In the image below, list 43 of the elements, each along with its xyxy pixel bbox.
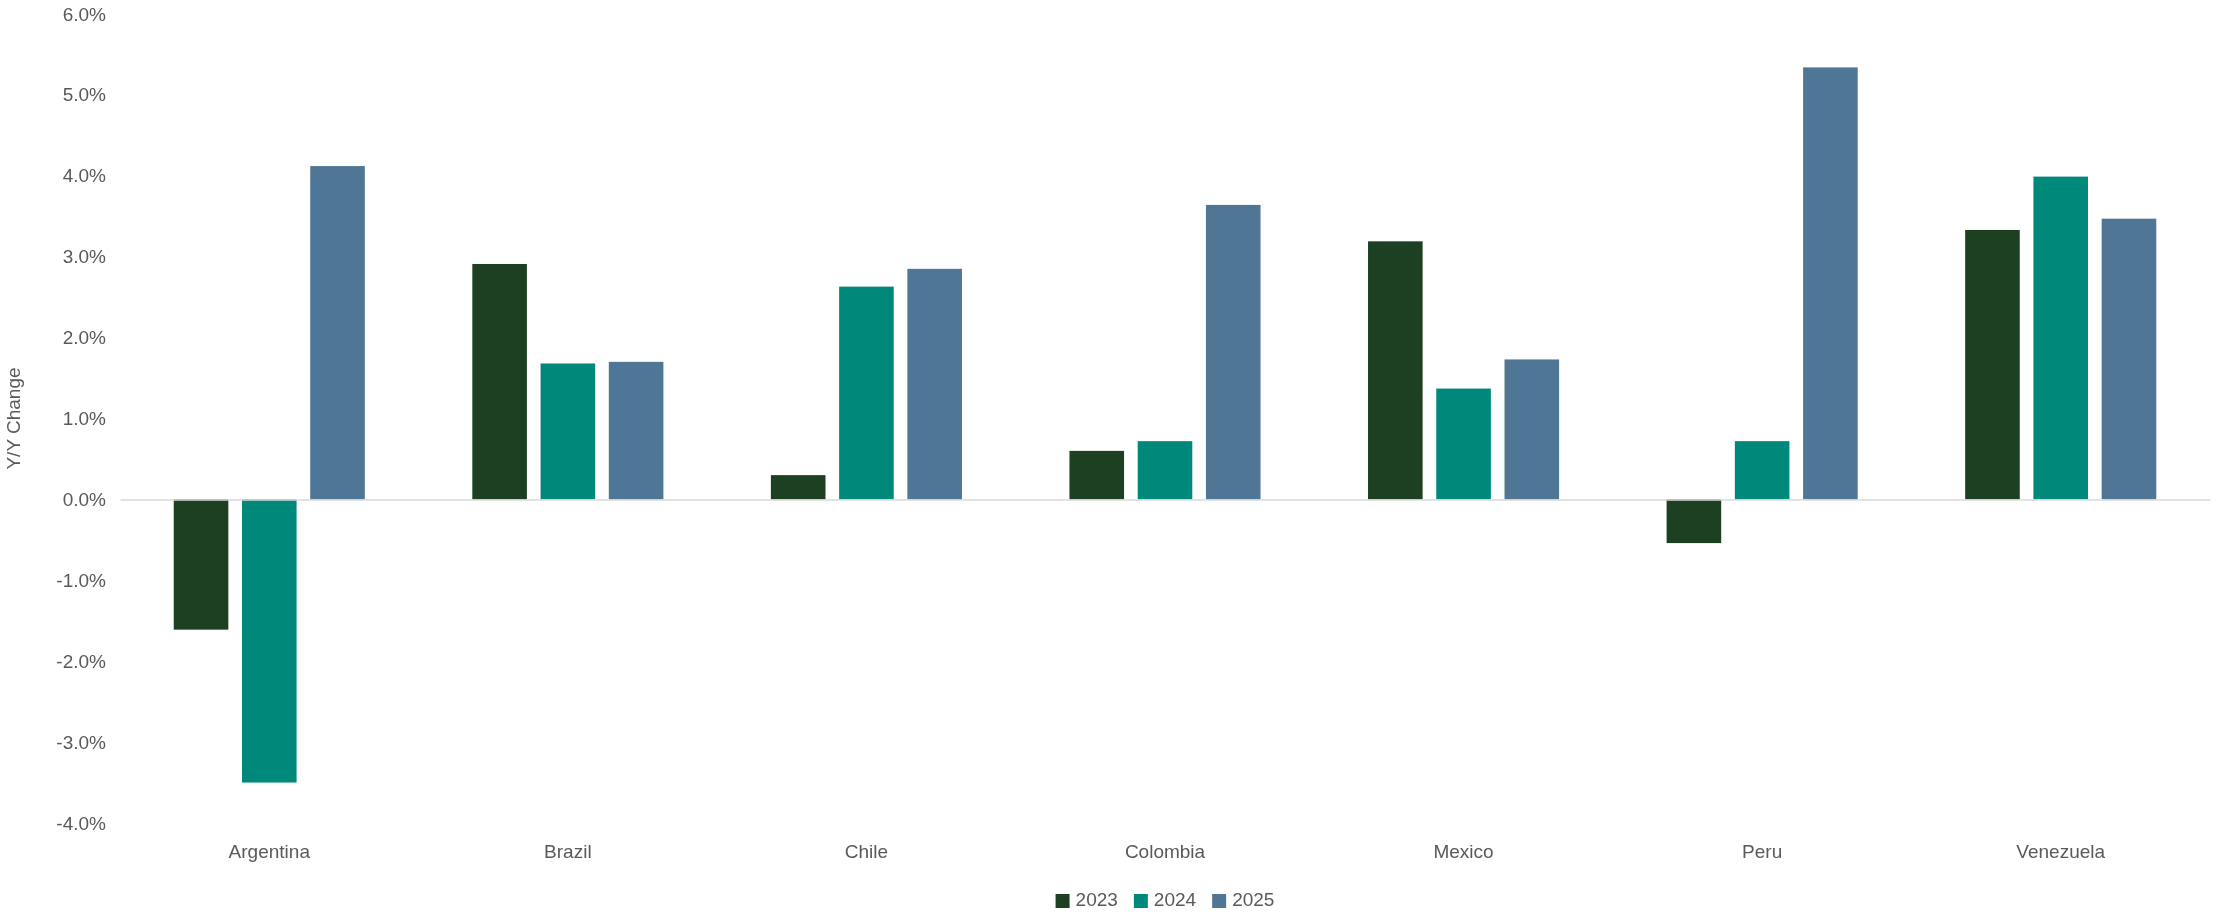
bar [310, 166, 365, 500]
y-tick-label: 3.0% [62, 246, 107, 268]
legend-label: 2025 [1232, 889, 1275, 910]
bar [1069, 450, 1125, 500]
bar [241, 499, 297, 783]
y-axis-title: Y/Y Change [3, 367, 24, 470]
bar [2033, 176, 2089, 500]
y-tick-label: 5.0% [62, 84, 107, 106]
y-tick-label: 1.0% [62, 408, 107, 430]
y-tick-label: 6.0% [62, 3, 107, 25]
bar [608, 361, 664, 500]
bar [1965, 230, 2020, 500]
legend-label: 2024 [1153, 889, 1197, 910]
bar [1666, 499, 1722, 544]
x-tick-label: Chile [844, 841, 889, 863]
y-tick-label: -3.0% [56, 731, 107, 753]
bar [1504, 359, 1560, 500]
legend-label: 2023 [1075, 889, 1118, 910]
x-tick-label: Mexico [1433, 841, 1494, 863]
bar [1734, 441, 1790, 500]
y-tick-label: -4.0% [56, 812, 107, 834]
bar [907, 268, 962, 500]
x-tick-label: Venezuela [2016, 841, 2106, 863]
y-tick-label: -2.0% [56, 650, 107, 672]
x-tick-label: Peru [1742, 841, 1783, 863]
x-tick-label: Colombia [1124, 841, 1206, 863]
bar [1137, 441, 1193, 500]
y-tick-label: 0.0% [62, 488, 107, 510]
bar [540, 363, 596, 500]
bar [1368, 241, 1423, 500]
x-tick-label: Brazil [544, 841, 592, 863]
bar [1205, 204, 1261, 500]
x-tick-label: Argentina [228, 841, 311, 863]
bar [173, 499, 229, 630]
bar [472, 263, 527, 500]
y-tick-label: -1.0% [56, 569, 107, 591]
bar [1803, 67, 1858, 500]
bar [770, 475, 826, 500]
bar [2101, 218, 2157, 500]
y-tick-label: 2.0% [62, 327, 107, 349]
bar [1436, 388, 1491, 500]
bar [839, 286, 894, 500]
y-tick-label: 4.0% [62, 165, 107, 187]
